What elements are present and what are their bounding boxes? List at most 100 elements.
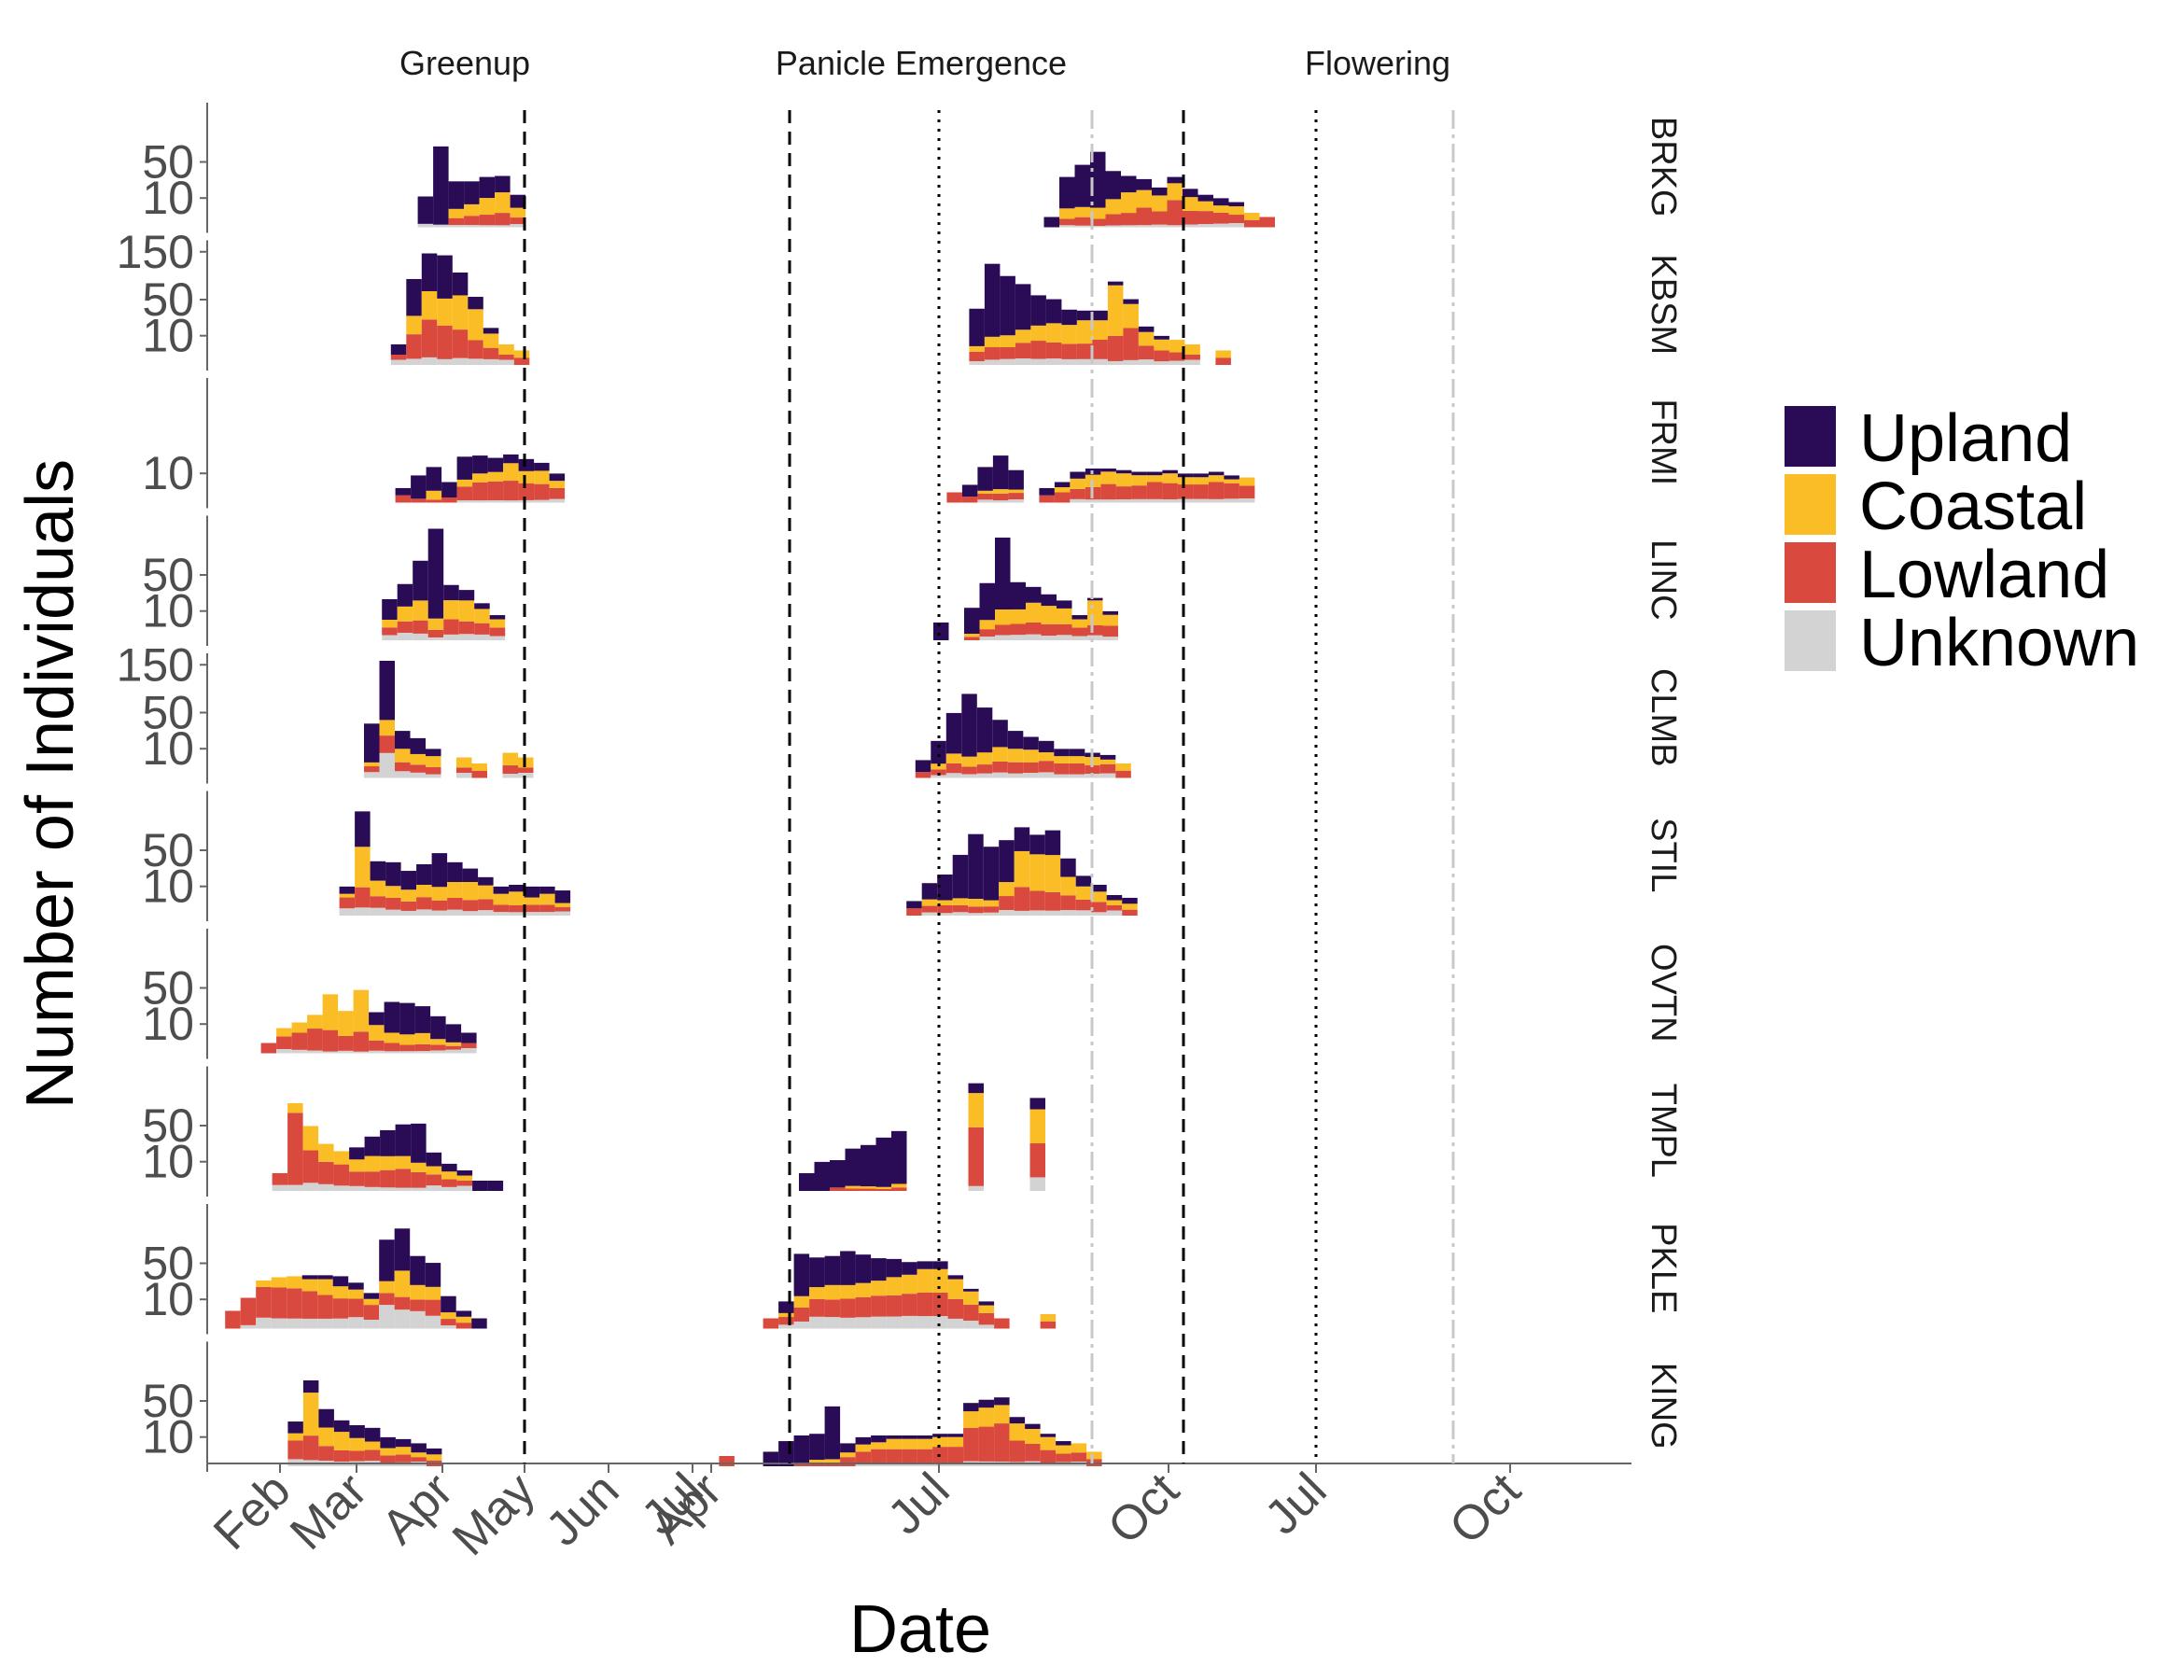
bar-segment (1014, 850, 1030, 888)
bar-segment (840, 1298, 856, 1318)
bar-segment (549, 498, 566, 503)
bar-segment (379, 1239, 395, 1281)
bar-segment (963, 1427, 979, 1462)
bar-segment (1208, 482, 1225, 499)
bar-segment (1056, 1441, 1071, 1446)
bar-segment (461, 1043, 477, 1048)
bar-segment (493, 904, 510, 913)
bar-segment (886, 1258, 903, 1278)
bar-segment (945, 753, 962, 763)
bar-segment (978, 1324, 995, 1329)
bar-segment (963, 1291, 979, 1305)
bar-segment (524, 904, 540, 913)
bar-segment (1075, 886, 1092, 900)
bar-segment (426, 766, 441, 775)
bar-segment (1152, 224, 1168, 228)
bar-segment (1136, 225, 1152, 228)
bar-segment (778, 1317, 794, 1325)
bar-segment (1056, 1445, 1071, 1454)
bar-segment (979, 629, 995, 637)
bar-segment (498, 359, 514, 365)
bar-segment (395, 749, 411, 763)
bar-segment (287, 1288, 302, 1319)
bar-segment (855, 1254, 872, 1283)
bar-segment (458, 621, 475, 635)
bar-segment (1169, 352, 1185, 361)
bar-segment (969, 360, 985, 365)
bar-segment (793, 1307, 810, 1322)
bar-segment (430, 1039, 446, 1045)
bar-segment (426, 1166, 442, 1175)
bar-segment (348, 1289, 364, 1299)
bar-segment (1239, 485, 1255, 499)
bar-segment (983, 912, 1000, 916)
bar-segment (992, 493, 1009, 501)
bar-segment (379, 752, 395, 778)
bar-segment (968, 906, 984, 914)
bar-segment (1009, 1423, 1026, 1441)
bar-segment (961, 766, 977, 775)
bar-segment (448, 208, 465, 218)
bar-segment (271, 1277, 287, 1288)
bar-segment (1029, 910, 1045, 916)
bar-segment (443, 634, 459, 640)
bar-segment (1010, 623, 1026, 636)
bar-segment (406, 278, 422, 316)
bar-segment (353, 1051, 370, 1054)
bar-segment (395, 1454, 412, 1463)
bar-segment (932, 1434, 948, 1437)
bar-segment (471, 763, 487, 771)
bar-segment (483, 358, 499, 365)
bar-segment (886, 1435, 903, 1439)
y-tick-label: 50 (142, 273, 194, 326)
bar-segment (961, 693, 977, 757)
bar-segment (364, 1186, 381, 1191)
bar-segment (1107, 285, 1124, 336)
bar-segment (1100, 499, 1116, 503)
bar-segment (349, 1159, 365, 1172)
bar-segment (1038, 740, 1055, 753)
bar-segment (886, 1438, 903, 1449)
bar-segment (483, 347, 499, 359)
bar-segment (455, 1316, 472, 1323)
bar-segment (961, 484, 978, 497)
bar-segment (487, 471, 504, 482)
bar-segment (272, 1172, 288, 1185)
bar-segment (554, 911, 571, 916)
bar-segment (793, 1463, 810, 1466)
bar-segment (554, 903, 571, 908)
bar-segment (445, 1045, 462, 1050)
bar-segment (384, 1001, 400, 1033)
legend-swatch-unknown (1785, 610, 1836, 671)
bar-segment (1029, 1142, 1045, 1178)
y-tick-label: 10 (142, 1136, 194, 1188)
y-tick-label: 10 (142, 722, 194, 775)
bar-segment (947, 1434, 964, 1437)
bar-segment (824, 1463, 841, 1466)
bar-segment (1208, 471, 1225, 476)
bar-segment (917, 1438, 933, 1449)
bar-segment (1193, 477, 1209, 485)
bar-segment (431, 887, 448, 901)
bar-segment (917, 1261, 933, 1269)
bar-segment (452, 273, 469, 296)
bar-segment (369, 1050, 385, 1054)
bar-segment (1105, 225, 1121, 228)
bar-segment (318, 1183, 334, 1191)
bar-segment (968, 1093, 984, 1127)
site-label-frmi: FRMI (1644, 399, 1683, 485)
bar-segment (932, 1261, 948, 1269)
bar-segment (406, 315, 422, 335)
bar-segment (461, 1032, 477, 1043)
bar-segment (992, 455, 1009, 490)
bar-segment (1228, 202, 1244, 207)
legend-swatch-coastal (1785, 474, 1836, 535)
bar-segment (902, 1463, 917, 1466)
bar-segment (968, 1127, 984, 1186)
bar-segment (1183, 189, 1198, 198)
bar-segment (999, 840, 1015, 883)
bar-segment (1213, 223, 1229, 228)
bar-segment (510, 217, 526, 225)
bar-segment (456, 1175, 473, 1181)
